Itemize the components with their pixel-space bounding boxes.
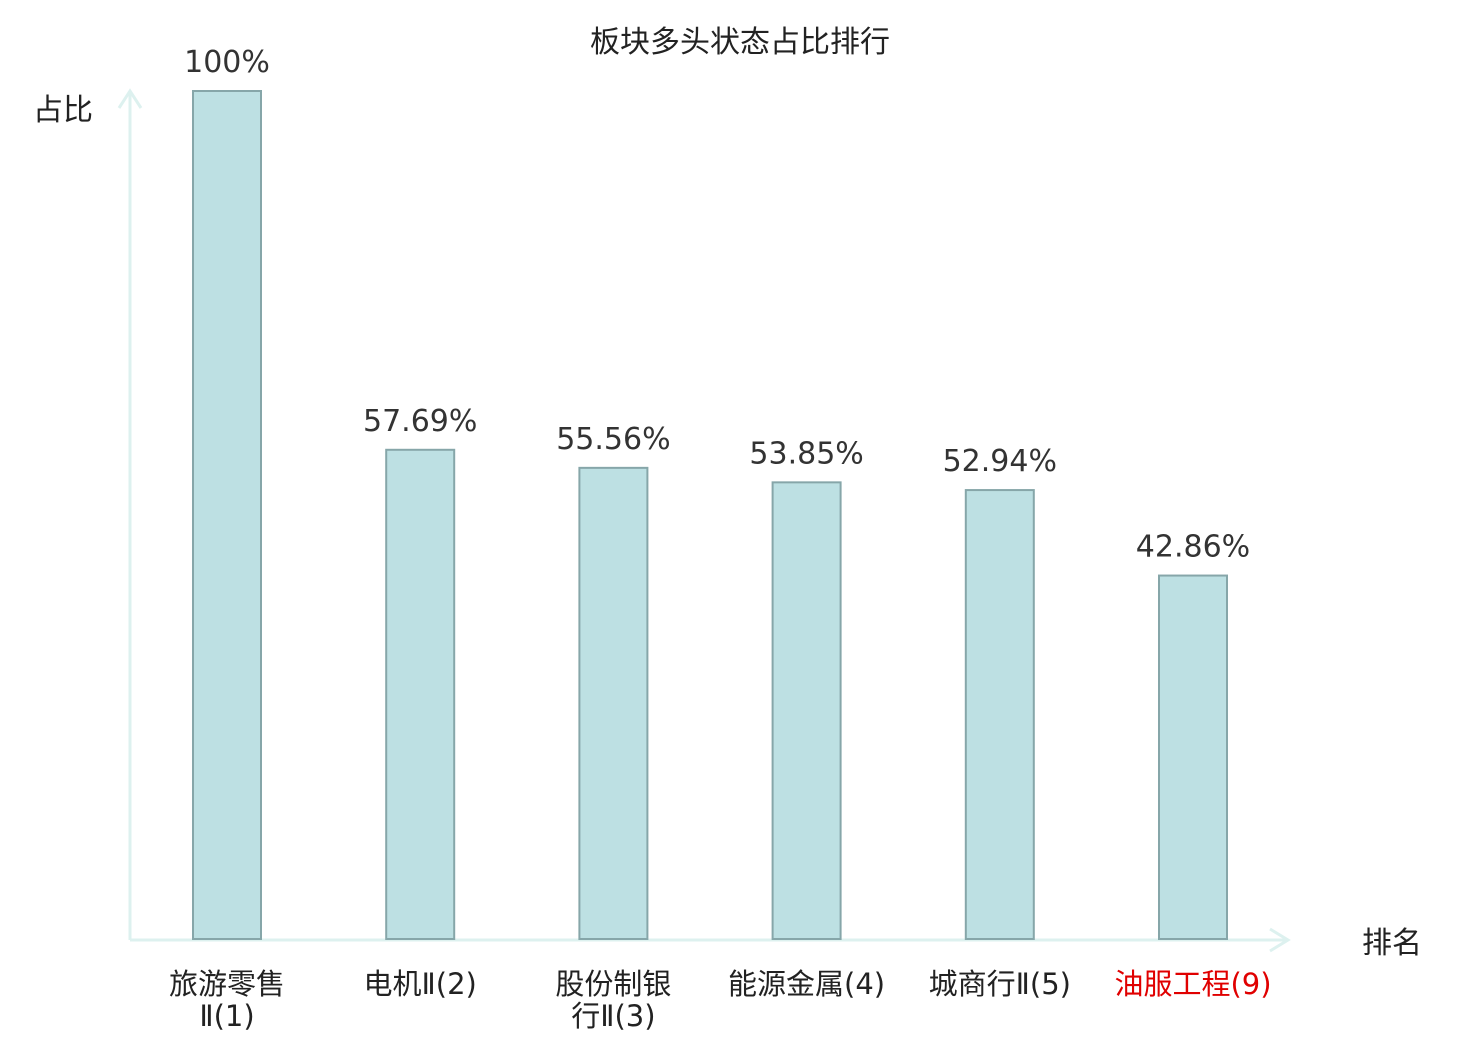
x-axis-arrow-icon [1269,927,1291,953]
bar-value-label: 42.86% [1136,530,1250,565]
x-tick-label: Ⅱ(1) [199,999,254,1033]
x-tick-label: 油服工程(9) [1114,967,1271,1001]
chart-title: 板块多头状态占比排行 [590,25,890,60]
x-tick-label: 行Ⅱ(3) [571,999,655,1033]
bar-value-label: 53.85% [749,436,863,471]
bar [964,489,1035,940]
bar [578,466,649,940]
x-tick-label: 旅游零售 [169,967,285,1001]
bar [385,448,456,940]
x-axis-label: 排名 [1362,926,1422,961]
y-axis-arrow-icon [117,88,143,109]
y-axis-label: 占比 [33,93,93,128]
bar-value-label: 100% [184,45,270,80]
bar [192,90,262,940]
bar [1158,574,1228,940]
value-labels-group: 100% 57.69% 55.56% 53.85% 52.94% 42.86% [184,45,1250,565]
x-axis: 排名 [130,926,1422,961]
bars-group [192,90,1228,940]
x-tick-label: 能源金属(4) [728,967,885,1001]
bar-value-label: 52.94% [943,444,1057,479]
x-tick-label: 电机Ⅱ(2) [364,967,477,1001]
y-axis: 占比 [33,88,143,940]
bar-value-label: 57.69% [363,404,477,439]
x-tick-label: 城商行Ⅱ(5) [929,967,1071,1001]
bar [771,481,842,940]
bar-value-label: 55.56% [556,422,670,457]
x-tick-label: 股份制银 [555,967,671,1001]
